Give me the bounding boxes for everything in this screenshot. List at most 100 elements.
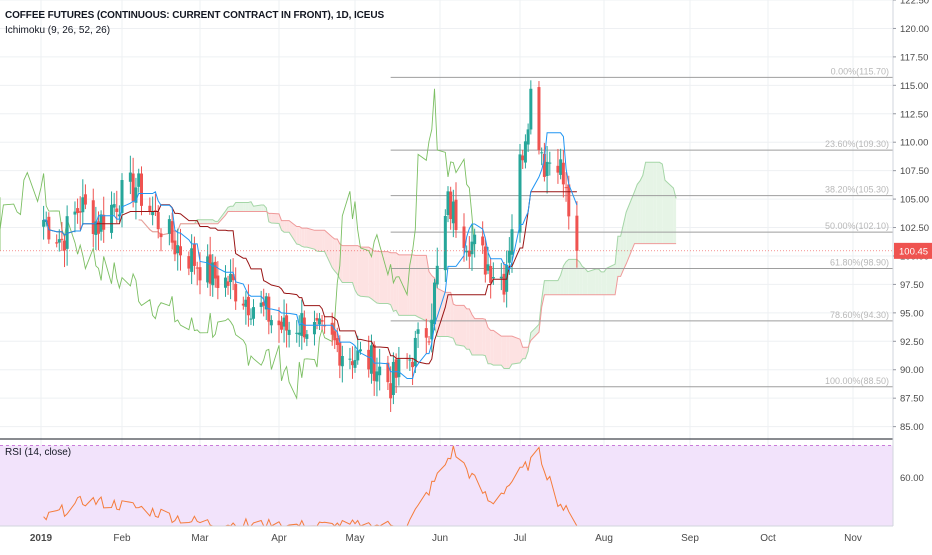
candle-body <box>565 187 568 188</box>
x-tick-jul: Jul <box>514 533 527 544</box>
candle-body <box>524 141 527 162</box>
x-tick-nov: Nov <box>844 533 862 544</box>
candle-body <box>97 221 100 233</box>
cloud-segment <box>601 272 604 295</box>
candle-body <box>455 200 458 230</box>
cloud-segment <box>665 180 673 243</box>
candle-body <box>397 359 400 377</box>
candle-body <box>348 359 351 360</box>
candle-body <box>546 162 549 176</box>
cloud-segment <box>640 175 643 243</box>
cloud-segment <box>200 220 208 224</box>
cloud-segment <box>512 336 520 364</box>
candle-body <box>452 202 455 224</box>
cloud-segment <box>659 162 662 243</box>
cloud-segment <box>509 336 512 368</box>
candle-body <box>84 194 87 204</box>
candle-body <box>129 173 132 182</box>
candle-body <box>160 233 163 237</box>
candle-body <box>100 214 103 231</box>
candle-body <box>55 242 58 243</box>
candle-body <box>562 163 565 185</box>
candle-body <box>190 248 193 272</box>
cloud-segment <box>243 202 246 211</box>
candle-body <box>433 283 436 325</box>
candle-body <box>529 89 532 130</box>
candle-body <box>567 184 570 216</box>
cloud-segment <box>580 262 583 295</box>
candle-body <box>375 371 378 381</box>
cloud-segment <box>488 327 491 363</box>
candle-body <box>527 129 530 144</box>
cloud-segment <box>635 184 638 243</box>
y-tick-15: 122.50 <box>900 0 929 7</box>
candle-body <box>313 322 316 334</box>
y-tick-14: 120.00 <box>900 24 929 35</box>
candle-body <box>76 208 79 213</box>
cloud-segment <box>236 202 244 211</box>
cloud-segment <box>297 226 300 244</box>
cloud-segment <box>544 281 547 295</box>
candle-body <box>575 216 578 251</box>
rsi-legend: RSI (14, close) <box>5 447 71 458</box>
cloud-segment <box>287 221 290 233</box>
x-tick-may: May <box>346 533 365 544</box>
cloud-segment <box>531 324 539 340</box>
cloud-segment <box>523 347 526 358</box>
candle-body <box>234 284 237 301</box>
y-tick-12: 115.00 <box>900 81 928 92</box>
cloud-segment <box>504 336 507 368</box>
candle-body <box>73 212 76 215</box>
cloud-segment <box>464 305 467 349</box>
fib-label-0: 0.00%(115.70) <box>831 66 889 76</box>
cloud-segment <box>418 255 426 321</box>
cloud-segment <box>307 228 315 249</box>
candle-body <box>367 350 370 370</box>
cloud-segment <box>585 268 588 294</box>
cloud-segment <box>413 255 416 315</box>
cloud-segment <box>547 281 550 295</box>
rsi-tick-0: 60.00 <box>900 473 924 484</box>
candle-body <box>417 329 420 334</box>
candle-body <box>378 367 381 376</box>
cloud-segment <box>248 202 251 212</box>
fib-label-5: 78.60%(94.30) <box>830 310 889 320</box>
candle-body <box>199 267 202 280</box>
candle-body <box>503 274 506 295</box>
candle-body <box>411 362 414 367</box>
cloud-segment <box>358 246 361 297</box>
last-price-label: 100.45 <box>899 246 928 257</box>
candle-body <box>444 216 447 270</box>
rsi-band <box>0 445 893 526</box>
candle-body <box>187 256 190 268</box>
x-tick-aug: Aug <box>595 533 613 544</box>
candle-body <box>537 87 540 150</box>
candle-body <box>463 227 466 248</box>
y-tick-5: 97.50 <box>900 280 924 291</box>
y-tick-13: 117.50 <box>900 52 928 63</box>
x-tick-feb: Feb <box>113 533 131 544</box>
cloud-segment <box>604 268 607 295</box>
cloud-segment <box>396 253 399 316</box>
cloud-segment <box>261 205 264 211</box>
candle-body <box>196 268 199 269</box>
candle-body <box>173 241 176 255</box>
candle-body <box>193 244 196 266</box>
candle-body <box>157 212 160 229</box>
fib-label-1: 23.60%(109.30) <box>825 139 889 149</box>
candle-body <box>548 163 551 164</box>
x-tick-mar: Mar <box>191 533 209 544</box>
y-tick-11: 112.50 <box>900 109 928 120</box>
cloud-segment <box>588 269 596 295</box>
cloud-segment <box>302 228 305 247</box>
cloud-segment <box>374 251 377 303</box>
candle-body <box>81 197 84 212</box>
x-tick-sep: Sep <box>681 533 699 544</box>
candle-body <box>392 362 395 395</box>
candle-body <box>63 241 66 251</box>
candle-body <box>285 315 288 330</box>
cloud-segment <box>657 162 660 243</box>
cloud-segment <box>377 251 380 303</box>
